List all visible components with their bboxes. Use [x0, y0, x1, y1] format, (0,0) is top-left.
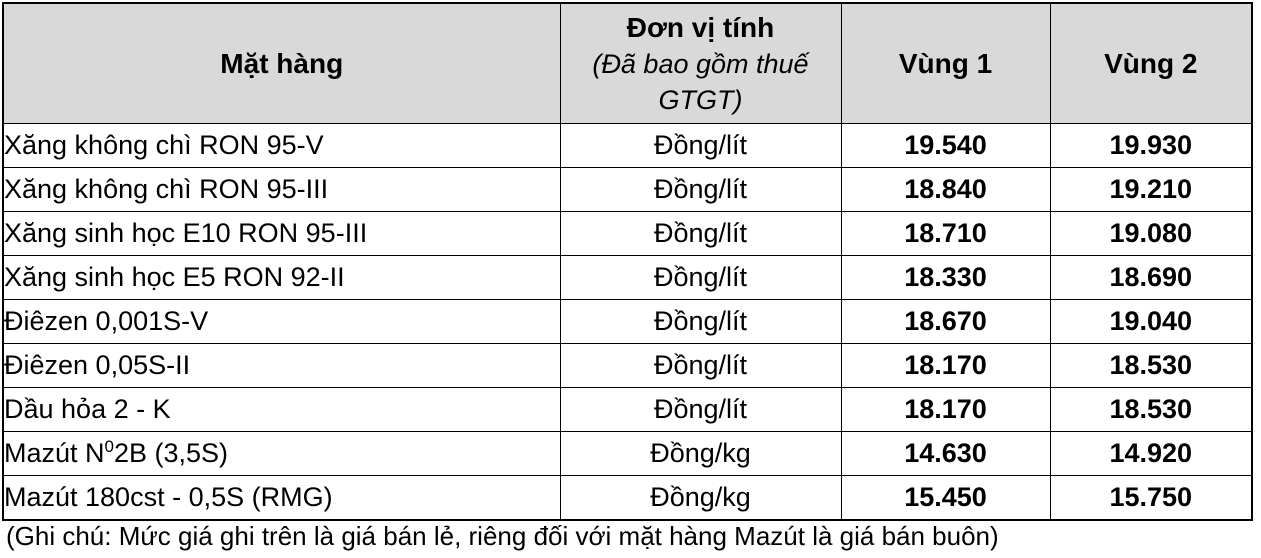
- region2-price: 18.530: [1049, 387, 1253, 432]
- table-row: Điêzen 0,001S-V Đồng/lít 18.670 19.040: [2, 299, 1253, 344]
- table-row: Mazút 180cst - 0,5S (RMG) Đồng/kg 15.450 15…: [2, 475, 1253, 521]
- table-row: Xăng không chì RON 95-V Đồng/lít 19.540 19.…: [2, 123, 1253, 168]
- region1-price: 18.170: [840, 343, 1051, 388]
- table-row: Dầu hỏa 2 - K Đồng/lít 18.170 18.530: [2, 387, 1253, 432]
- product-name: Xăng sinh học E10 RON 95-III: [2, 211, 561, 256]
- table-row: Mazút N02B (3,5S) Đồng/kg 14.630 14.920: [2, 431, 1253, 476]
- region1-price: 15.450: [840, 475, 1051, 521]
- unit-value: Đồng/lít: [559, 211, 842, 256]
- table-row: Xăng sinh học E10 RON 95-III Đồng/lít 18.7…: [2, 211, 1253, 256]
- header-region2: Vùng 2: [1049, 2, 1253, 124]
- region1-price: 18.710: [840, 211, 1051, 256]
- product-name: Xăng không chì RON 95-III: [2, 167, 561, 212]
- table-row: Xăng không chì RON 95-III Đồng/lít 18.840 1…: [2, 167, 1253, 212]
- region1-price: 18.170: [840, 387, 1051, 432]
- region2-price: 15.750: [1049, 475, 1253, 521]
- unit-value: Đồng/lít: [559, 343, 842, 388]
- header-product: Mặt hàng: [2, 2, 561, 124]
- unit-value: Đồng/lít: [559, 167, 842, 212]
- region1-price: 18.840: [840, 167, 1051, 212]
- product-name: Mazút 180cst - 0,5S (RMG): [2, 475, 561, 521]
- region2-price: 19.040: [1049, 299, 1253, 344]
- product-name: Xăng sinh học E5 RON 92-II: [2, 255, 561, 300]
- region2-price: 19.080: [1049, 211, 1253, 256]
- fuel-price-table: Mặt hàng Đơn vị tính (Đã bao gồm thuế GT…: [2, 2, 1253, 521]
- unit-value: Đồng/lít: [559, 255, 842, 300]
- header-unit-note-line1: (Đã bao gồm thuế: [592, 48, 809, 79]
- header-unit: Đơn vị tính (Đã bao gồm thuế GTGT): [559, 2, 842, 124]
- header-unit-title: Đơn vị tính: [626, 11, 775, 43]
- region1-price: 18.670: [840, 299, 1051, 344]
- header-unit-note-line2: GTGT): [658, 84, 743, 115]
- unit-value: Đồng/kg: [559, 431, 842, 476]
- product-name: Dầu hỏa 2 - K: [2, 387, 561, 432]
- table-body: Xăng không chì RON 95-V Đồng/lít 19.540 19.…: [2, 123, 1253, 521]
- unit-value: Đồng/lít: [559, 299, 842, 344]
- region1-price: 14.630: [840, 431, 1051, 476]
- unit-value: Đồng/lít: [559, 123, 842, 168]
- region2-price: 19.210: [1049, 167, 1253, 212]
- table-row: Xăng sinh học E5 RON 92-II Đồng/lít 18.330…: [2, 255, 1253, 300]
- unit-value: Đồng/kg: [559, 475, 842, 521]
- region2-price: 19.930: [1049, 123, 1253, 168]
- footnote: (Ghi chú: Mức giá ghi trên là giá bán lẻ…: [6, 521, 999, 551]
- region2-price: 14.920: [1049, 431, 1253, 476]
- region2-price: 18.690: [1049, 255, 1253, 300]
- product-name: Xăng không chì RON 95-V: [2, 123, 561, 168]
- region2-price: 18.530: [1049, 343, 1253, 388]
- header-row: Mặt hàng Đơn vị tính (Đã bao gồm thuế GT…: [2, 2, 1253, 124]
- product-name: Mazút N02B (3,5S): [2, 431, 561, 476]
- table-row: Điêzen 0,05S-II Đồng/lít 18.170 18.530: [2, 343, 1253, 388]
- header-region1: Vùng 1: [840, 2, 1051, 124]
- product-name: Điêzen 0,001S-V: [2, 299, 561, 344]
- unit-value: Đồng/lít: [559, 387, 842, 432]
- region1-price: 19.540: [840, 123, 1051, 168]
- product-name: Điêzen 0,05S-II: [2, 343, 561, 388]
- region1-price: 18.330: [840, 255, 1051, 300]
